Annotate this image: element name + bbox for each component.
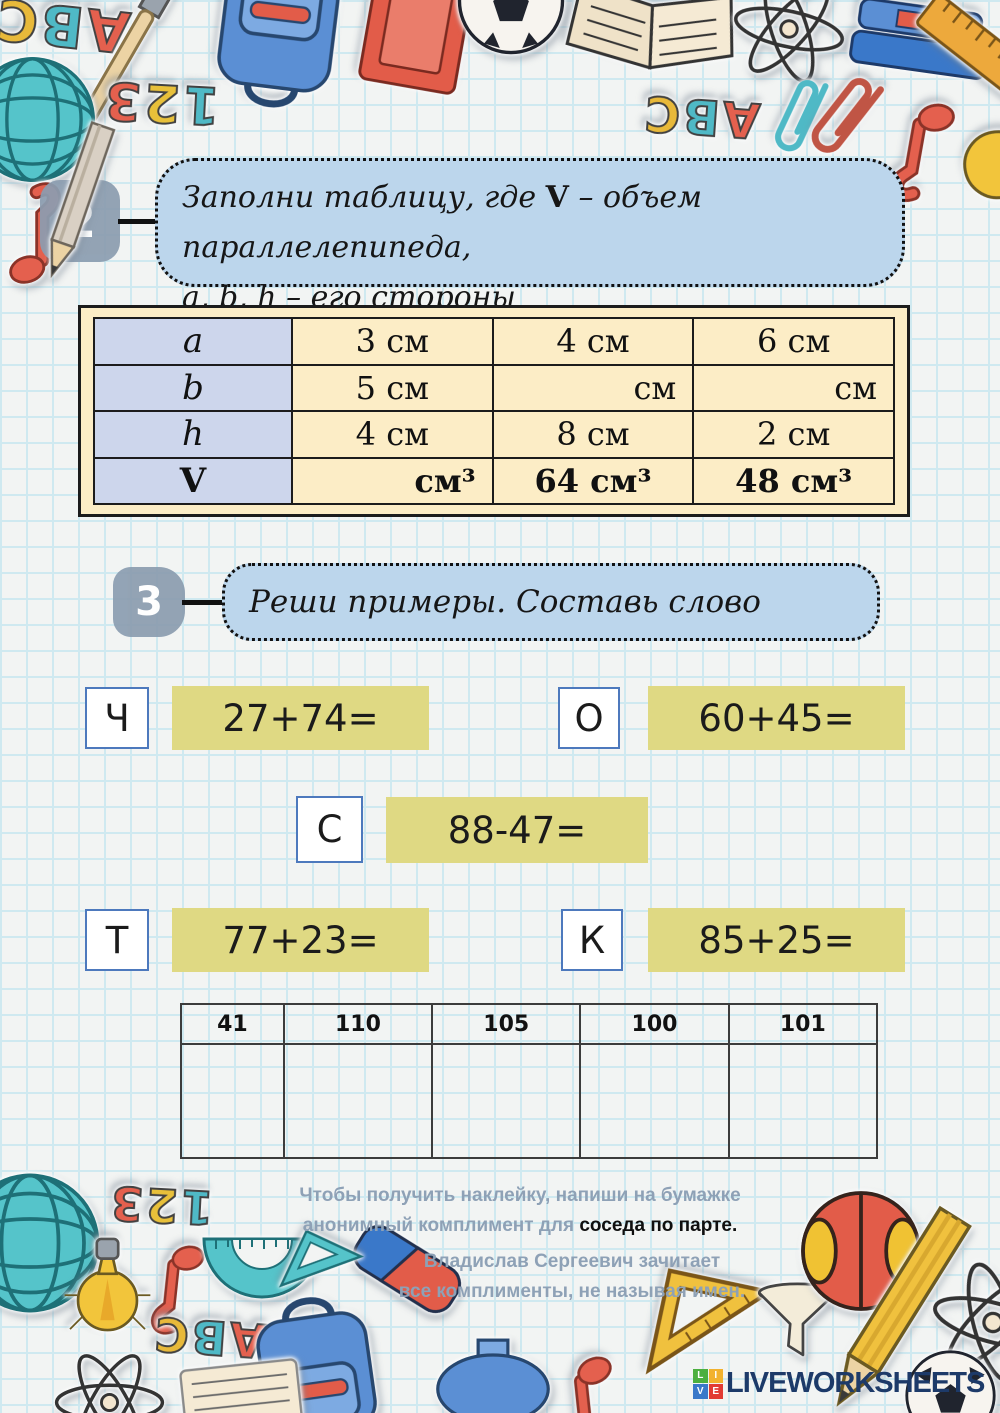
table-cell: 2 см xyxy=(692,410,895,459)
globe-icon xyxy=(0,57,95,182)
column-header: 101 xyxy=(727,1003,879,1045)
equation-box-4[interactable]: 77+23= xyxy=(172,908,429,972)
row-label: h xyxy=(93,410,293,459)
task3-text: Реши примеры. Составь слово xyxy=(249,584,761,620)
letter-box-k: К xyxy=(561,909,623,971)
table-cell: 4 см xyxy=(491,317,695,366)
task3-instruction-box: Реши примеры. Составь слово xyxy=(222,563,880,641)
table-cell: 64 см³ xyxy=(491,456,695,505)
table-cell: 4 см xyxy=(291,410,494,459)
row-label: a xyxy=(93,317,293,366)
footer-line-3: Владислав Сергеевич зачитает xyxy=(423,1251,721,1272)
eraser-icon xyxy=(353,1225,461,1313)
row-label: b xyxy=(93,363,293,412)
column-header: 105 xyxy=(431,1003,582,1045)
atom-icon xyxy=(54,1354,165,1413)
table-cell: 5 см xyxy=(291,363,494,412)
footer-line-4: все комплименты, не называя имен. xyxy=(398,1281,746,1302)
word-answer-cell[interactable] xyxy=(579,1043,730,1159)
letter-box-t: Т xyxy=(85,909,149,971)
answer-table-header-row: 41 110 105 100 101 xyxy=(180,1003,879,1045)
word-answer-cell[interactable] xyxy=(431,1043,582,1159)
notebook-icon xyxy=(358,0,474,95)
paperclip-icon xyxy=(775,80,829,152)
soccer-ball-icon xyxy=(457,0,565,55)
table-cell: 48 см³ xyxy=(692,456,895,505)
task2-connector-line xyxy=(118,219,158,224)
letter-box-ch: Ч xyxy=(85,687,149,749)
footer-line-1: Чтобы получить наклейку, напиши на бумаж… xyxy=(299,1185,741,1206)
set-square-icon xyxy=(278,1229,365,1288)
soccer-ball-icon xyxy=(905,1350,996,1413)
answer-cell[interactable]: см xyxy=(491,363,695,412)
footer-note-1: Чтобы получить наклейку, напиши на бумаж… xyxy=(170,1181,870,1241)
column-header: 110 xyxy=(282,1003,434,1045)
task2-instruction-box: Заполни таблицу, где V – объем параллеле… xyxy=(155,158,905,315)
volume-table: a 3 см 4 см 6 см b 5 см см см h 4 см 8 с… xyxy=(78,305,910,517)
paperclip-icon xyxy=(811,78,884,153)
answer-cell[interactable]: см xyxy=(692,363,895,412)
equation-box-2[interactable]: 60+45= xyxy=(648,686,905,750)
task3-connector-line xyxy=(182,600,224,605)
footer-line-2: анонимный комплимент для соседа по парте… xyxy=(302,1215,738,1236)
open-book-icon xyxy=(565,0,734,70)
word-answer-cell[interactable] xyxy=(727,1043,879,1159)
backpack-icon xyxy=(217,0,340,108)
answer-table-input-row xyxy=(180,1043,879,1159)
table-row: b 5 см см см xyxy=(93,363,895,412)
equation-box-5[interactable]: 85+25= xyxy=(648,908,905,972)
equation-box-3[interactable]: 88-47= xyxy=(386,797,648,863)
footer-note-2: Владислав Сергеевич зачитает все комплим… xyxy=(222,1247,922,1307)
pencil-icon xyxy=(836,1205,972,1407)
table-row: h 4 см 8 см 2 см xyxy=(93,410,895,459)
table-cell: 6 см xyxy=(692,317,895,366)
flask-icon xyxy=(436,1338,550,1413)
set-square-icon xyxy=(645,1268,775,1375)
row-label: V xyxy=(93,456,293,505)
lined-paper-icon xyxy=(179,1358,303,1413)
column-header: 41 xyxy=(180,1003,285,1045)
music-note-icon xyxy=(569,1356,612,1413)
table-row: a 3 см 4 см 6 см xyxy=(93,317,895,366)
word-answer-cell[interactable] xyxy=(180,1043,285,1159)
task3-number-badge: 3 xyxy=(113,567,185,637)
table-cell: 8 см xyxy=(491,410,695,459)
pencil-icon xyxy=(50,121,116,279)
answer-table: 41 110 105 100 101 xyxy=(180,1003,879,1159)
equation-box-1[interactable]: 27+74= xyxy=(172,686,429,750)
letter-box-o: О xyxy=(558,687,620,749)
light-bulb-icon xyxy=(963,130,1000,200)
basketball-icon xyxy=(801,1191,921,1311)
abc-letters-sticker: ABC xyxy=(639,83,763,149)
column-header: 100 xyxy=(579,1003,730,1045)
word-answer-cell[interactable] xyxy=(282,1043,434,1159)
task2-text-line1: Заполни таблицу, где V – объем параллеле… xyxy=(182,180,702,265)
table-row: V см³ 64 см³ 48 см³ xyxy=(93,456,895,505)
letter-box-s: С xyxy=(296,796,363,863)
answer-cell[interactable]: см³ xyxy=(291,456,494,505)
table-cell: 3 см xyxy=(291,317,494,366)
music-note-icon xyxy=(150,1245,205,1335)
light-bulb-icon xyxy=(64,1237,151,1332)
liveworksheets-logo-text: LIVEWORKSHEETS xyxy=(726,1367,985,1399)
